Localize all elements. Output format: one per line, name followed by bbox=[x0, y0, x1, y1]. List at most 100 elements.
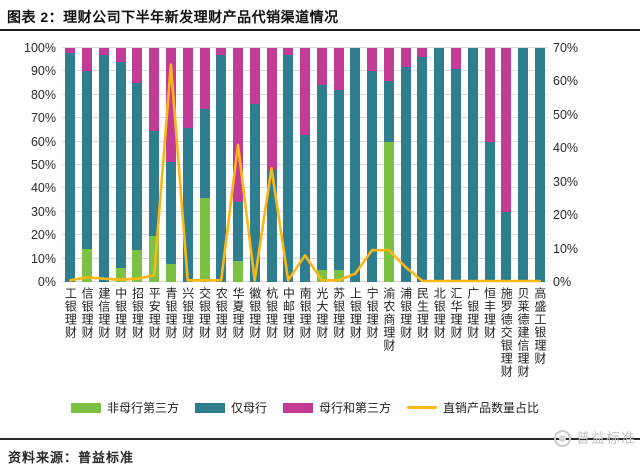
segment-母行和第三方 bbox=[233, 48, 244, 203]
x-label: 渝农商理财 bbox=[381, 287, 396, 352]
legend: 非母行第三方 仅母行 母行和第三方 直销产品数量占比 bbox=[62, 399, 548, 416]
right-axis-tick: 20% bbox=[553, 208, 579, 223]
segment-仅母行 bbox=[518, 48, 529, 282]
watermark-label: 普益标准 bbox=[576, 430, 636, 446]
segment-仅母行 bbox=[434, 48, 445, 282]
bar-series bbox=[62, 48, 548, 282]
x-label-cell: 光大理财 bbox=[313, 287, 330, 378]
x-label-cell: 高盛工银理财 bbox=[531, 287, 548, 378]
bar-施罗德交银理财 bbox=[498, 48, 515, 282]
segment-母行和第三方 bbox=[300, 48, 311, 135]
segment-母行和第三方 bbox=[333, 48, 344, 91]
segment-母行和第三方 bbox=[501, 48, 512, 212]
x-label: 广银理财 bbox=[465, 287, 480, 339]
bar-工银理财 bbox=[62, 48, 79, 282]
bar-兴银理财 bbox=[179, 48, 196, 282]
segment-仅母行 bbox=[417, 57, 428, 282]
x-label: 苏银理财 bbox=[331, 287, 346, 339]
bar-宁银理财 bbox=[364, 48, 381, 282]
x-label: 建信理财 bbox=[96, 287, 111, 339]
segment-仅母行 bbox=[534, 48, 545, 282]
bar-光大理财 bbox=[313, 48, 330, 282]
x-label-cell: 青银理财 bbox=[163, 287, 180, 378]
bar-stack bbox=[266, 48, 277, 282]
segment-母行和第三方 bbox=[115, 48, 126, 63]
x-label-cell: 招银理财 bbox=[129, 287, 146, 378]
bar-青银理财 bbox=[163, 48, 180, 282]
bar-stack bbox=[333, 48, 344, 282]
x-label-cell: 北银理财 bbox=[431, 287, 448, 378]
x-label-cell: 中银理财 bbox=[112, 287, 129, 378]
line-直销产品数量占比 bbox=[70, 65, 539, 281]
left-axis: 0% 10% 20% 30% 40% 50% 60% 70% 80% 90% 100% bbox=[0, 41, 56, 289]
segment-非母行第三方 bbox=[316, 270, 327, 282]
bar-stack bbox=[98, 48, 109, 282]
segment-仅母行 bbox=[467, 48, 478, 282]
x-label: 招银理财 bbox=[130, 287, 145, 339]
bar-广银理财 bbox=[464, 48, 481, 282]
segment-仅母行 bbox=[149, 131, 160, 237]
bar-stack bbox=[233, 48, 244, 282]
x-label: 徽银理财 bbox=[247, 287, 262, 339]
segment-母行和第三方 bbox=[165, 48, 176, 162]
segment-仅母行 bbox=[82, 71, 93, 250]
bar-杭银理财 bbox=[263, 48, 280, 282]
legend-swatch-icon bbox=[70, 402, 101, 413]
x-label-cell: 中邮理财 bbox=[280, 287, 297, 378]
bar-stack bbox=[216, 48, 227, 282]
segment-仅母行 bbox=[350, 48, 361, 282]
bar-stack bbox=[467, 48, 478, 282]
bar-上银理财 bbox=[347, 48, 364, 282]
x-label: 信银理财 bbox=[80, 287, 95, 339]
bar-中银理财 bbox=[112, 48, 129, 282]
x-label-cell: 浦银理财 bbox=[397, 287, 414, 378]
x-label: 平安理财 bbox=[147, 287, 162, 339]
x-label: 恒丰理财 bbox=[482, 287, 497, 339]
x-label-cell: 施罗德交银理财 bbox=[498, 287, 515, 378]
right-axis-tick: 60% bbox=[553, 74, 579, 89]
segment-母行和第三方 bbox=[484, 48, 495, 142]
bottom-divider bbox=[0, 438, 640, 440]
bar-stack bbox=[65, 48, 76, 282]
legend-swatch-icon bbox=[194, 402, 225, 413]
plot-area bbox=[62, 47, 548, 282]
x-axis-labels: 工银理财 信银理财 建信理财 中银理财 招银理财 平安理财 青银理财 兴银理财 交银理财 农银理财… bbox=[62, 287, 548, 378]
bar-stack bbox=[484, 48, 495, 282]
segment-母行和第三方 bbox=[383, 48, 394, 81]
x-label: 光大理财 bbox=[314, 287, 329, 339]
segment-母行和第三方 bbox=[417, 48, 428, 58]
x-label: 高盛工银理财 bbox=[532, 287, 547, 365]
left-axis-tick: 100% bbox=[24, 41, 56, 55]
x-label: 农银理财 bbox=[214, 287, 229, 339]
bar-stack bbox=[417, 48, 428, 282]
x-label-cell: 贝莱德建信理财 bbox=[515, 287, 532, 378]
legend-swatch-icon bbox=[407, 406, 438, 409]
x-label-cell: 兴银理财 bbox=[179, 287, 196, 378]
legend-label: 仅母行 bbox=[230, 401, 267, 415]
right-axis-tick: 70% bbox=[553, 41, 579, 55]
x-label: 中银理财 bbox=[113, 287, 128, 339]
left-axis-tick: 60% bbox=[30, 134, 56, 149]
segment-母行和第三方 bbox=[316, 48, 327, 86]
bar-汇华理财 bbox=[448, 48, 465, 282]
x-label-cell: 南银理财 bbox=[297, 287, 314, 378]
x-label-cell: 渝农商理财 bbox=[381, 287, 398, 378]
left-axis-tick: 40% bbox=[30, 181, 56, 196]
x-label: 贝莱德建信理财 bbox=[516, 287, 531, 378]
segment-母行和第三方 bbox=[132, 48, 143, 84]
bar-渝农商理财 bbox=[381, 48, 398, 282]
bar-中邮理财 bbox=[280, 48, 297, 282]
segment-母行和第三方 bbox=[266, 48, 277, 170]
x-label-cell: 广银理财 bbox=[464, 287, 481, 378]
bar-民生理财 bbox=[414, 48, 431, 282]
segment-母行和第三方 bbox=[400, 48, 411, 67]
right-axis-tick: 50% bbox=[553, 107, 579, 122]
x-label: 中邮理财 bbox=[281, 287, 296, 339]
segment-母行和第三方 bbox=[216, 48, 227, 56]
x-label: 民生理财 bbox=[415, 287, 430, 339]
x-label: 汇华理财 bbox=[448, 287, 463, 339]
segment-非母行第三方 bbox=[383, 141, 394, 282]
x-label-cell: 恒丰理财 bbox=[481, 287, 498, 378]
x-label: 交银理财 bbox=[197, 287, 212, 339]
bar-stack bbox=[450, 48, 461, 282]
